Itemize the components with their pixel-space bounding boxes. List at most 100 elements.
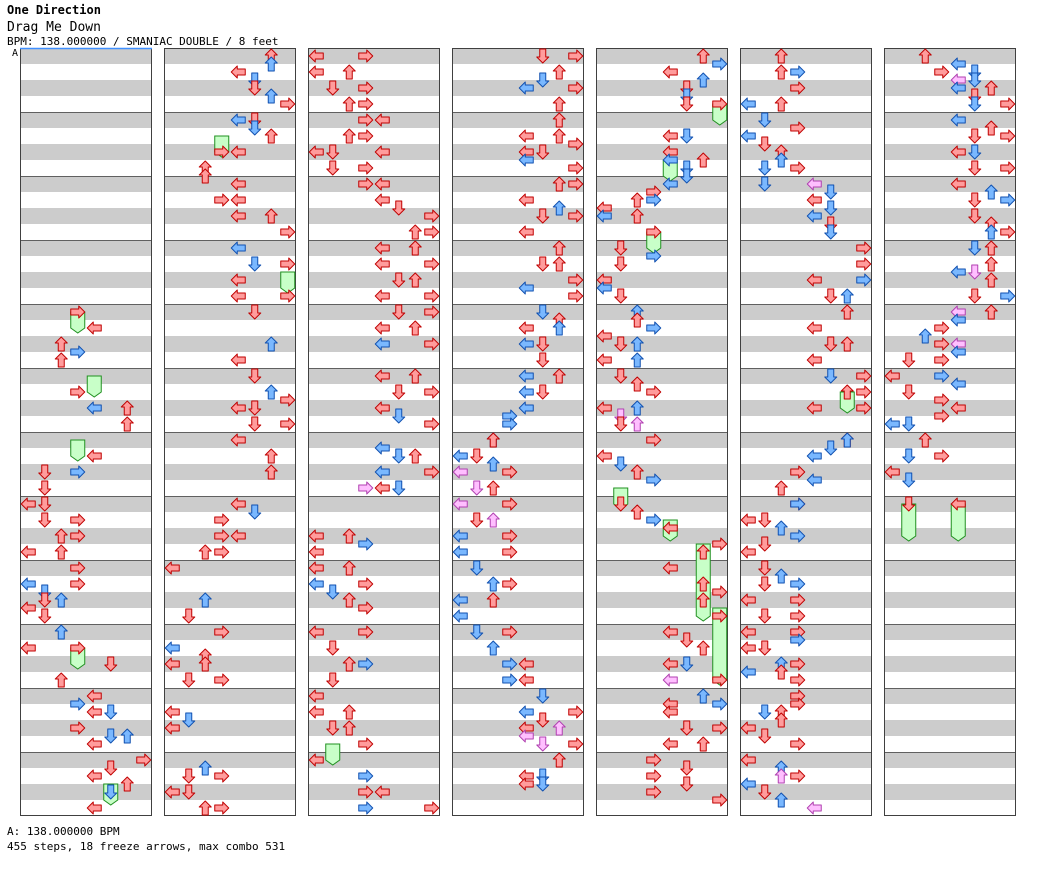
step-arrow-up <box>696 736 710 752</box>
step-arrow-right <box>280 417 296 431</box>
step-arrow-up <box>198 800 212 816</box>
step-arrow-right <box>358 657 374 671</box>
step-arrow-left <box>86 449 102 463</box>
step-arrow-right <box>646 785 662 799</box>
beat-stripe <box>452 144 584 160</box>
beat-stripe <box>884 208 1016 224</box>
beat-stripe <box>452 624 584 640</box>
step-arrow-up <box>486 640 500 656</box>
beat-stripe <box>452 80 584 96</box>
step-arrow-left <box>86 401 102 415</box>
beat-stripe <box>164 432 296 448</box>
beat-stripe <box>884 432 1016 448</box>
step-arrow-down <box>968 160 982 176</box>
beat-stripe <box>884 112 1016 128</box>
step-arrow-down <box>248 304 262 320</box>
step-arrow-left <box>230 193 246 207</box>
step-arrow-left <box>740 513 756 527</box>
beat-stripe <box>884 784 1016 800</box>
step-arrow-right <box>70 641 86 655</box>
step-arrow-right <box>70 529 86 543</box>
step-arrow-down <box>824 440 838 456</box>
step-arrow-left <box>230 113 246 127</box>
step-arrow-left <box>308 753 324 767</box>
step-arrow-down <box>536 336 550 352</box>
step-arrow-up <box>630 208 644 224</box>
step-arrow-left <box>740 753 756 767</box>
step-arrow-up <box>984 240 998 256</box>
step-arrow-down <box>902 352 916 368</box>
step-arrow-down <box>470 624 484 640</box>
step-arrow-left <box>452 529 468 543</box>
step-arrow-down <box>536 776 550 792</box>
step-arrow-left <box>86 705 102 719</box>
step-arrow-down <box>758 608 772 624</box>
step-arrow-up <box>408 240 422 256</box>
beat-stripe <box>596 624 728 640</box>
beat-stripe <box>20 432 152 448</box>
step-arrow-down <box>614 336 628 352</box>
step-arrow-right <box>280 225 296 239</box>
step-arrow-left <box>86 321 102 335</box>
beat-stripe <box>452 272 584 288</box>
step-arrow-left <box>662 657 678 671</box>
step-arrow-up <box>774 568 788 584</box>
step-arrow-left <box>374 465 390 479</box>
step-arrow-right <box>790 81 806 95</box>
beat-stripe <box>164 528 296 544</box>
step-arrow-down <box>392 384 406 400</box>
step-arrow-down <box>614 240 628 256</box>
step-arrow-down <box>38 608 52 624</box>
step-arrow-left <box>452 449 468 463</box>
beat-stripe <box>308 464 440 480</box>
beat-stripe <box>308 176 440 192</box>
step-arrow-down <box>968 288 982 304</box>
beat-stripe <box>308 560 440 576</box>
beat-stripe <box>884 240 1016 256</box>
step-arrow-down <box>758 640 772 656</box>
step-arrow-right <box>424 225 440 239</box>
step-arrow-down <box>392 272 406 288</box>
beat-stripe <box>596 464 728 480</box>
step-arrow-down <box>248 504 262 520</box>
step-arrow-left <box>308 49 324 63</box>
chart-column <box>20 48 152 816</box>
step-arrow-right <box>712 585 728 599</box>
step-arrow-right <box>502 657 518 671</box>
step-arrow-down <box>392 480 406 496</box>
beat-stripe <box>596 208 728 224</box>
beat-stripe <box>164 624 296 640</box>
step-arrow-left <box>20 577 36 591</box>
beat-stripe <box>740 720 872 736</box>
step-arrow-left <box>806 401 822 415</box>
step-arrow-left <box>662 177 678 191</box>
step-arrow-left <box>950 377 966 391</box>
beat-stripe <box>20 784 152 800</box>
step-arrow-down <box>536 208 550 224</box>
freeze-arrow <box>86 375 102 398</box>
step-arrow-up <box>696 152 710 168</box>
step-arrow-down <box>38 496 52 512</box>
beat-stripe <box>884 496 1016 512</box>
beat-stripe <box>740 368 872 384</box>
freeze-arrow <box>70 439 86 462</box>
step-arrow-left <box>308 689 324 703</box>
step-arrow-left <box>20 497 36 511</box>
freeze-arrow <box>325 743 341 766</box>
step-arrow-left <box>164 641 180 655</box>
step-arrow-down <box>248 120 262 136</box>
beat-stripe <box>596 176 728 192</box>
step-arrow-up <box>198 656 212 672</box>
step-arrow-up <box>552 112 566 128</box>
step-arrow-down <box>968 192 982 208</box>
step-arrow-down <box>104 784 118 800</box>
step-arrow-right <box>358 177 374 191</box>
step-arrow-left <box>518 385 534 399</box>
step-arrow-right <box>646 249 662 263</box>
step-arrow-right <box>568 161 584 175</box>
step-arrow-right <box>502 625 518 639</box>
step-arrow-down <box>902 384 916 400</box>
beat-stripe <box>596 112 728 128</box>
step-arrow-left <box>806 321 822 335</box>
step-arrow-right <box>856 241 872 255</box>
